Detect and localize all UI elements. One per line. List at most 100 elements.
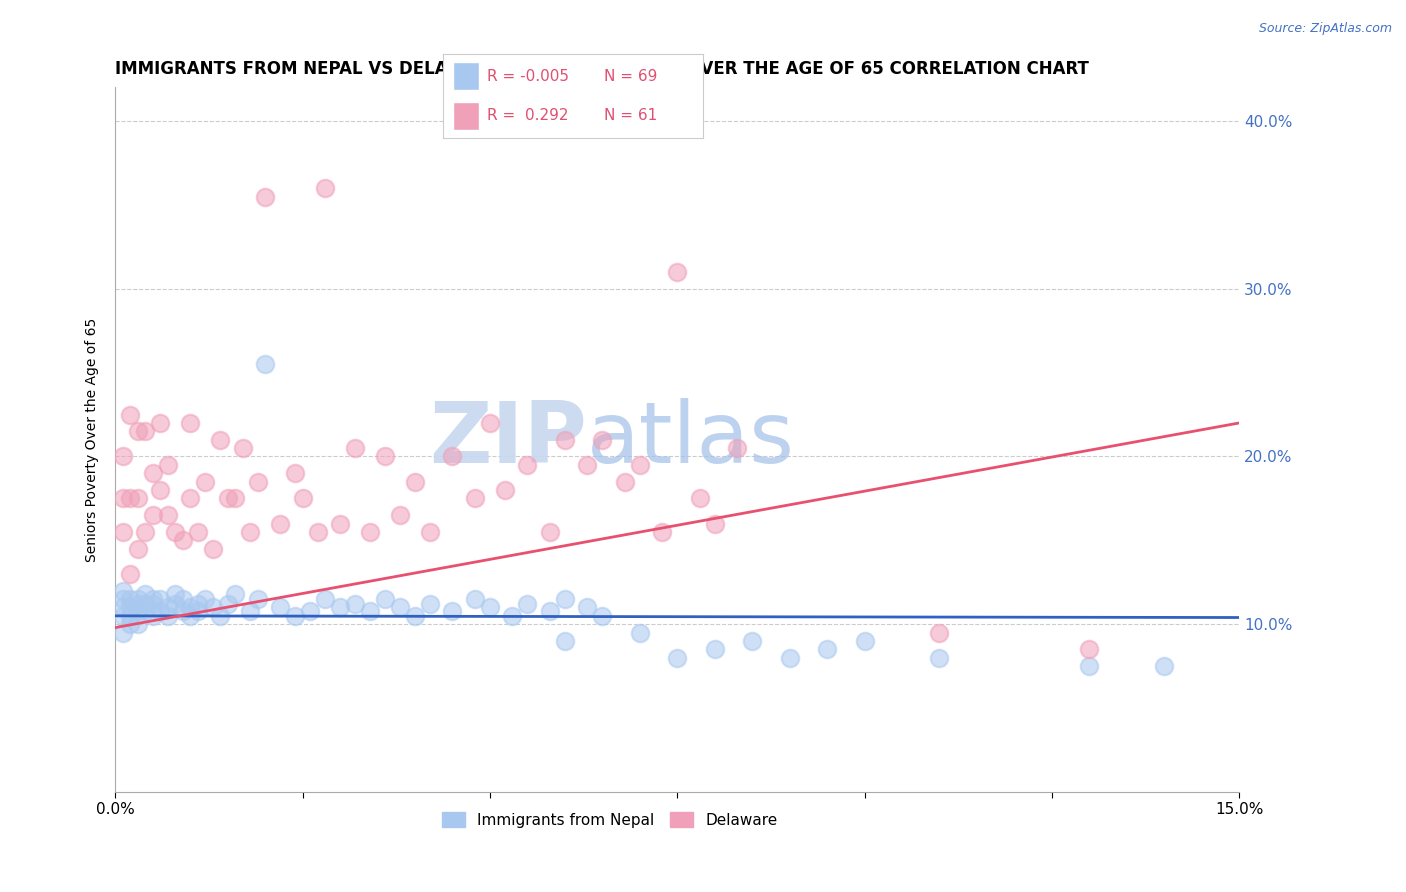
Point [628,458,651,472]
Point [134,597,156,611]
Point [127,592,149,607]
Point [464,592,486,607]
Point [187,524,209,539]
Point [209,608,232,623]
Point [284,608,307,623]
Point [779,650,801,665]
Text: IMMIGRANTS FROM NEPAL VS DELAWARE SENIORS POVERTY OVER THE AGE OF 65 CORRELATION: IMMIGRANTS FROM NEPAL VS DELAWARE SENIOR… [115,60,1090,78]
Point [689,491,711,506]
Point [194,475,217,489]
Point [359,524,381,539]
Point [651,524,673,539]
Point [224,587,246,601]
Point [576,600,599,615]
Point [388,508,411,523]
Point [134,587,156,601]
Point [441,604,464,618]
Point [329,516,352,531]
Point [179,600,201,615]
FancyBboxPatch shape [453,62,479,90]
Point [703,516,725,531]
Point [703,642,725,657]
Point [201,541,224,556]
Point [111,491,134,506]
Point [149,416,172,430]
FancyBboxPatch shape [453,102,479,130]
Point [254,357,277,371]
Point [254,189,277,203]
Point [187,597,209,611]
Point [538,524,561,539]
Point [419,597,441,611]
Point [501,608,523,623]
Point [232,441,254,455]
Point [441,450,464,464]
Text: R =  0.292: R = 0.292 [486,108,568,123]
Point [142,608,165,623]
Point [1078,642,1101,657]
Point [120,600,142,615]
Y-axis label: Seniors Poverty Over the Age of 65: Seniors Poverty Over the Age of 65 [86,318,100,562]
Point [246,592,269,607]
Text: N = 61: N = 61 [605,108,658,123]
Point [156,458,179,472]
Point [111,625,134,640]
Point [149,592,172,607]
Point [1153,659,1175,673]
Point [478,600,501,615]
Point [224,491,246,506]
Point [666,265,689,279]
Point [269,600,291,615]
Point [142,597,165,611]
Point [111,450,134,464]
Point [127,491,149,506]
Point [291,491,314,506]
Point [299,604,322,618]
Point [314,592,336,607]
Point [179,416,201,430]
Point [628,625,651,640]
Point [853,634,876,648]
Point [134,604,156,618]
Point [120,617,142,632]
Point [111,583,134,598]
Point [111,600,134,615]
Point [404,475,426,489]
Point [329,600,352,615]
Point [591,433,613,447]
Text: atlas: atlas [588,398,796,481]
Point [120,566,142,581]
Point [127,541,149,556]
Point [179,491,201,506]
Point [478,416,501,430]
Point [554,592,576,607]
Point [359,604,381,618]
Point [725,441,748,455]
Point [127,604,149,618]
Point [344,441,367,455]
Point [142,592,165,607]
Point [284,467,307,481]
Point [344,597,367,611]
Point [591,608,613,623]
Point [111,592,134,607]
Point [464,491,486,506]
Point [666,650,689,665]
Point [165,597,187,611]
Point [516,597,538,611]
Point [120,491,142,506]
Point [111,524,134,539]
Point [374,450,396,464]
Point [194,592,217,607]
Point [127,425,149,439]
Point [127,597,149,611]
Point [1078,659,1101,673]
Text: ZIP: ZIP [430,398,588,481]
Point [134,425,156,439]
Point [374,592,396,607]
Point [269,516,291,531]
Point [576,458,599,472]
Point [149,483,172,497]
Point [187,604,209,618]
Point [538,604,561,618]
